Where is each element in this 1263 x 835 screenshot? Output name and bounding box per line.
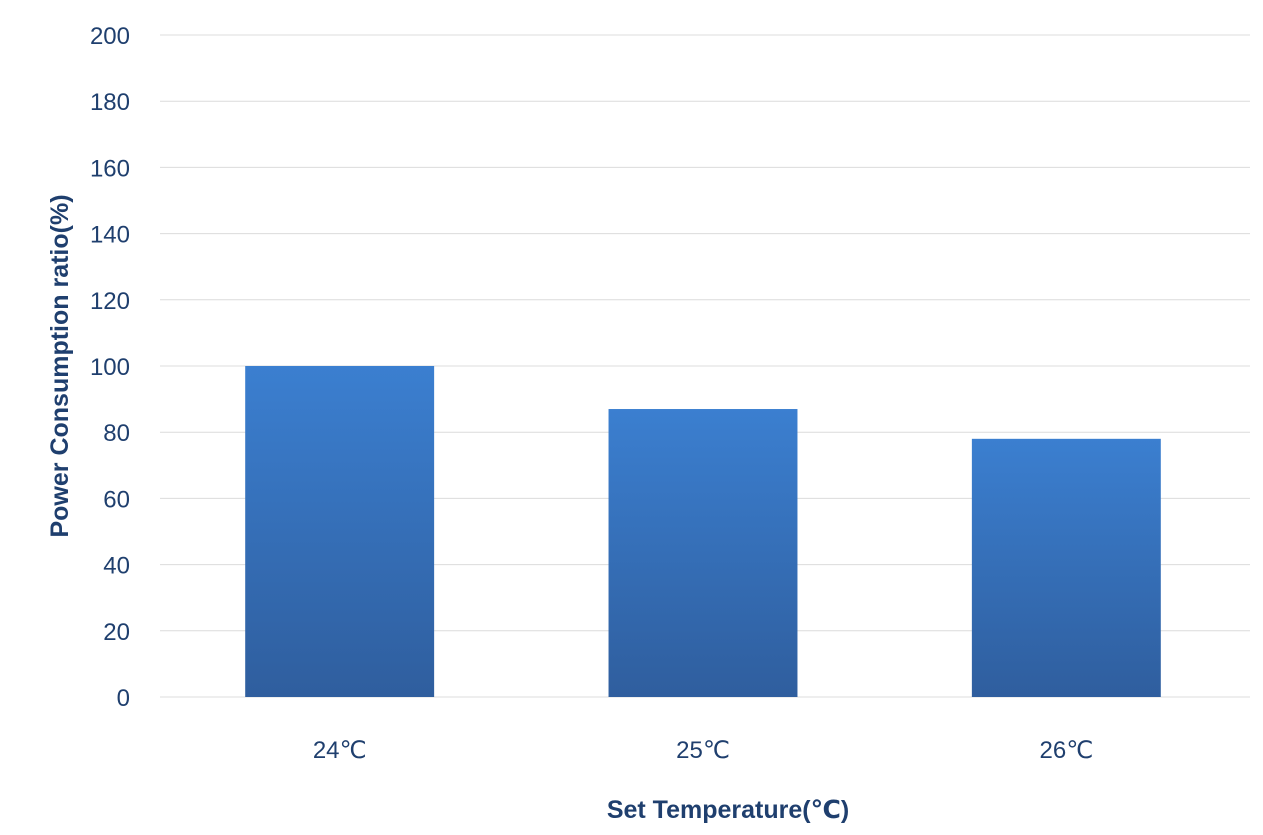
- y-tick-label: 40: [103, 553, 130, 580]
- bar-3: [971, 438, 1161, 697]
- bar-2: [608, 409, 798, 697]
- y-tick-label: 120: [90, 288, 130, 315]
- y-tick-label: 20: [103, 619, 130, 646]
- y-tick-label: 160: [90, 155, 130, 182]
- y-axis-ticks: 0 20 40 60 80 100 120 140 160 180 200: [90, 23, 130, 712]
- bars: [245, 366, 1161, 697]
- y-tick-label: 200: [90, 23, 130, 50]
- bar-1: [245, 366, 435, 697]
- y-tick-label: 100: [90, 354, 130, 381]
- y-tick-label: 80: [103, 420, 130, 447]
- x-tick-label: 25℃: [676, 737, 730, 764]
- x-axis-ticks: 24℃ 25℃ 26℃: [313, 737, 1093, 764]
- y-axis-title: Power Consumption ratio(%): [46, 194, 74, 537]
- y-tick-label: 60: [103, 486, 130, 513]
- x-tick-label: 26℃: [1040, 737, 1094, 764]
- y-tick-label: 0: [117, 685, 130, 712]
- y-tick-label: 140: [90, 222, 130, 249]
- x-axis-title: Set Temperature(℃): [607, 796, 849, 824]
- y-tick-label: 180: [90, 89, 130, 116]
- x-tick-label: 24℃: [313, 737, 367, 764]
